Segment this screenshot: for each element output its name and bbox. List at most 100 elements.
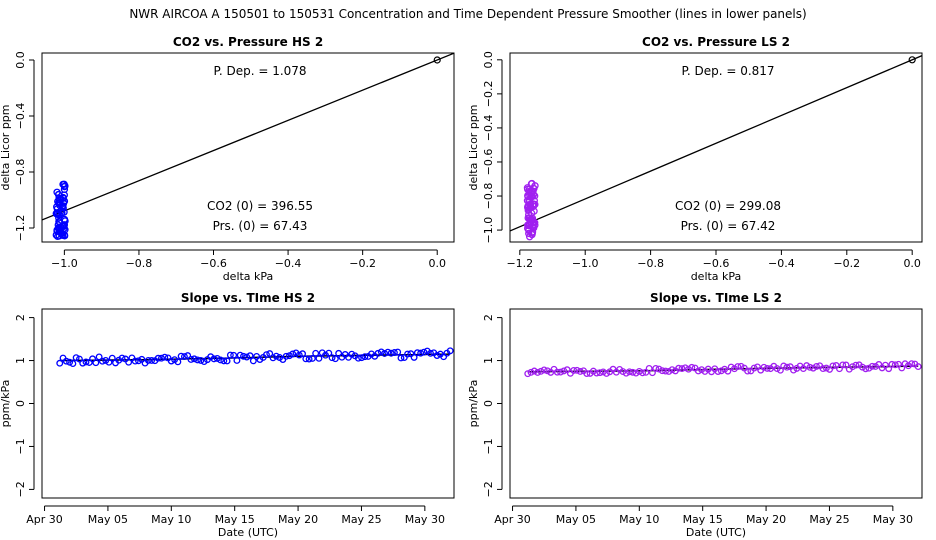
data-point xyxy=(527,368,535,376)
y-axis-label: ppm/kPa xyxy=(0,380,12,428)
data-point xyxy=(888,360,896,368)
y-axis-label: ppm/kPa xyxy=(467,380,480,428)
data-point xyxy=(62,357,70,365)
data-point xyxy=(524,370,532,378)
plot-area xyxy=(42,53,454,241)
plot-frame xyxy=(509,52,923,243)
data-point xyxy=(108,354,116,362)
data-point xyxy=(272,352,280,360)
data-point xyxy=(59,204,67,212)
data-point xyxy=(829,362,837,370)
chart-ls-time: Slope vs. TIme LS 2 Apr 30 May 05 May 10 May… xyxy=(467,291,923,539)
data-point xyxy=(914,363,922,371)
data-point xyxy=(56,359,64,367)
data-point xyxy=(246,352,254,360)
data-point xyxy=(302,355,310,363)
data-point xyxy=(60,185,69,193)
data-point xyxy=(220,357,228,365)
data-point xyxy=(433,352,441,359)
data-point xyxy=(688,363,696,371)
data-point xyxy=(530,218,538,226)
data-point xyxy=(377,348,385,356)
plot-frame xyxy=(41,52,455,243)
data-point xyxy=(282,352,290,360)
data-point xyxy=(417,349,425,357)
data-point xyxy=(410,353,418,361)
x-tick-label: May 15 xyxy=(683,513,723,526)
x-tick-label: Apr 30 xyxy=(494,513,531,526)
data-point xyxy=(553,368,561,376)
x-tick-label: −0.8 xyxy=(637,257,664,270)
data-point xyxy=(809,364,817,372)
data-point xyxy=(305,355,313,363)
data-point xyxy=(55,218,63,226)
data-point xyxy=(92,359,100,367)
data-point xyxy=(263,351,270,359)
panels: CO2 vs. Pressure HS 2 −1.0 −0.8 −0.6 −0.4 −0.… xyxy=(0,35,923,539)
data-point xyxy=(289,350,297,358)
data-point xyxy=(177,352,185,360)
data-point xyxy=(527,191,535,200)
data-point xyxy=(354,354,362,362)
data-point xyxy=(348,350,356,358)
data-point xyxy=(681,364,689,372)
data-point xyxy=(698,366,706,374)
data-point xyxy=(839,361,847,369)
data-point xyxy=(662,367,670,375)
data-point xyxy=(69,360,77,368)
data-point xyxy=(908,360,916,368)
data-point xyxy=(603,370,610,377)
data-point xyxy=(285,352,293,360)
y-tick-label: 1 xyxy=(482,357,495,364)
plot-frame xyxy=(41,308,455,499)
y-tick-label: −0.8 xyxy=(482,183,495,210)
origin-point xyxy=(908,56,916,64)
data-point xyxy=(154,354,162,362)
data-point xyxy=(652,364,660,372)
data-point xyxy=(59,194,67,202)
data-point xyxy=(813,362,820,370)
data-point xyxy=(783,363,791,371)
data-point xyxy=(858,363,866,371)
x-axis-label: Date (UTC) xyxy=(686,526,746,539)
data-point xyxy=(531,192,539,200)
data-point xyxy=(72,354,80,362)
data-point xyxy=(678,365,686,372)
y-tick-label: 0 xyxy=(14,400,27,407)
data-point xyxy=(230,351,238,359)
data-point xyxy=(358,354,366,362)
data-point xyxy=(397,354,405,362)
data-point xyxy=(639,369,647,377)
annotation-p-dep: P. Dep. = 0.817 xyxy=(681,64,774,78)
data-point xyxy=(269,354,277,362)
data-point xyxy=(842,361,850,369)
data-point xyxy=(58,231,67,239)
data-point xyxy=(135,357,142,365)
y-tick-label: −1 xyxy=(482,438,495,454)
data-point xyxy=(694,367,702,375)
data-point xyxy=(217,356,224,364)
y-tick-label: 0.0 xyxy=(482,51,495,68)
annotation-co2-0: CO2 (0) = 299.08 xyxy=(675,199,781,213)
data-point xyxy=(619,368,627,376)
data-point xyxy=(543,367,551,375)
data-point xyxy=(819,365,827,373)
data-point xyxy=(576,367,584,375)
data-point xyxy=(328,354,336,362)
data-point xyxy=(528,228,537,236)
data-point xyxy=(249,357,257,365)
data-point xyxy=(325,349,333,357)
data-point xyxy=(315,354,323,362)
data-point xyxy=(190,355,198,363)
data-point xyxy=(79,359,87,367)
data-point xyxy=(243,353,251,361)
y-tick-label: −1 xyxy=(14,438,27,454)
data-point xyxy=(174,358,182,366)
data-point xyxy=(763,364,771,372)
annotation-prs-0: Prs. (0) = 67.42 xyxy=(681,219,776,233)
fit-line xyxy=(42,53,454,221)
fit-line xyxy=(510,54,922,232)
data-point xyxy=(573,366,581,374)
data-point xyxy=(583,370,591,377)
